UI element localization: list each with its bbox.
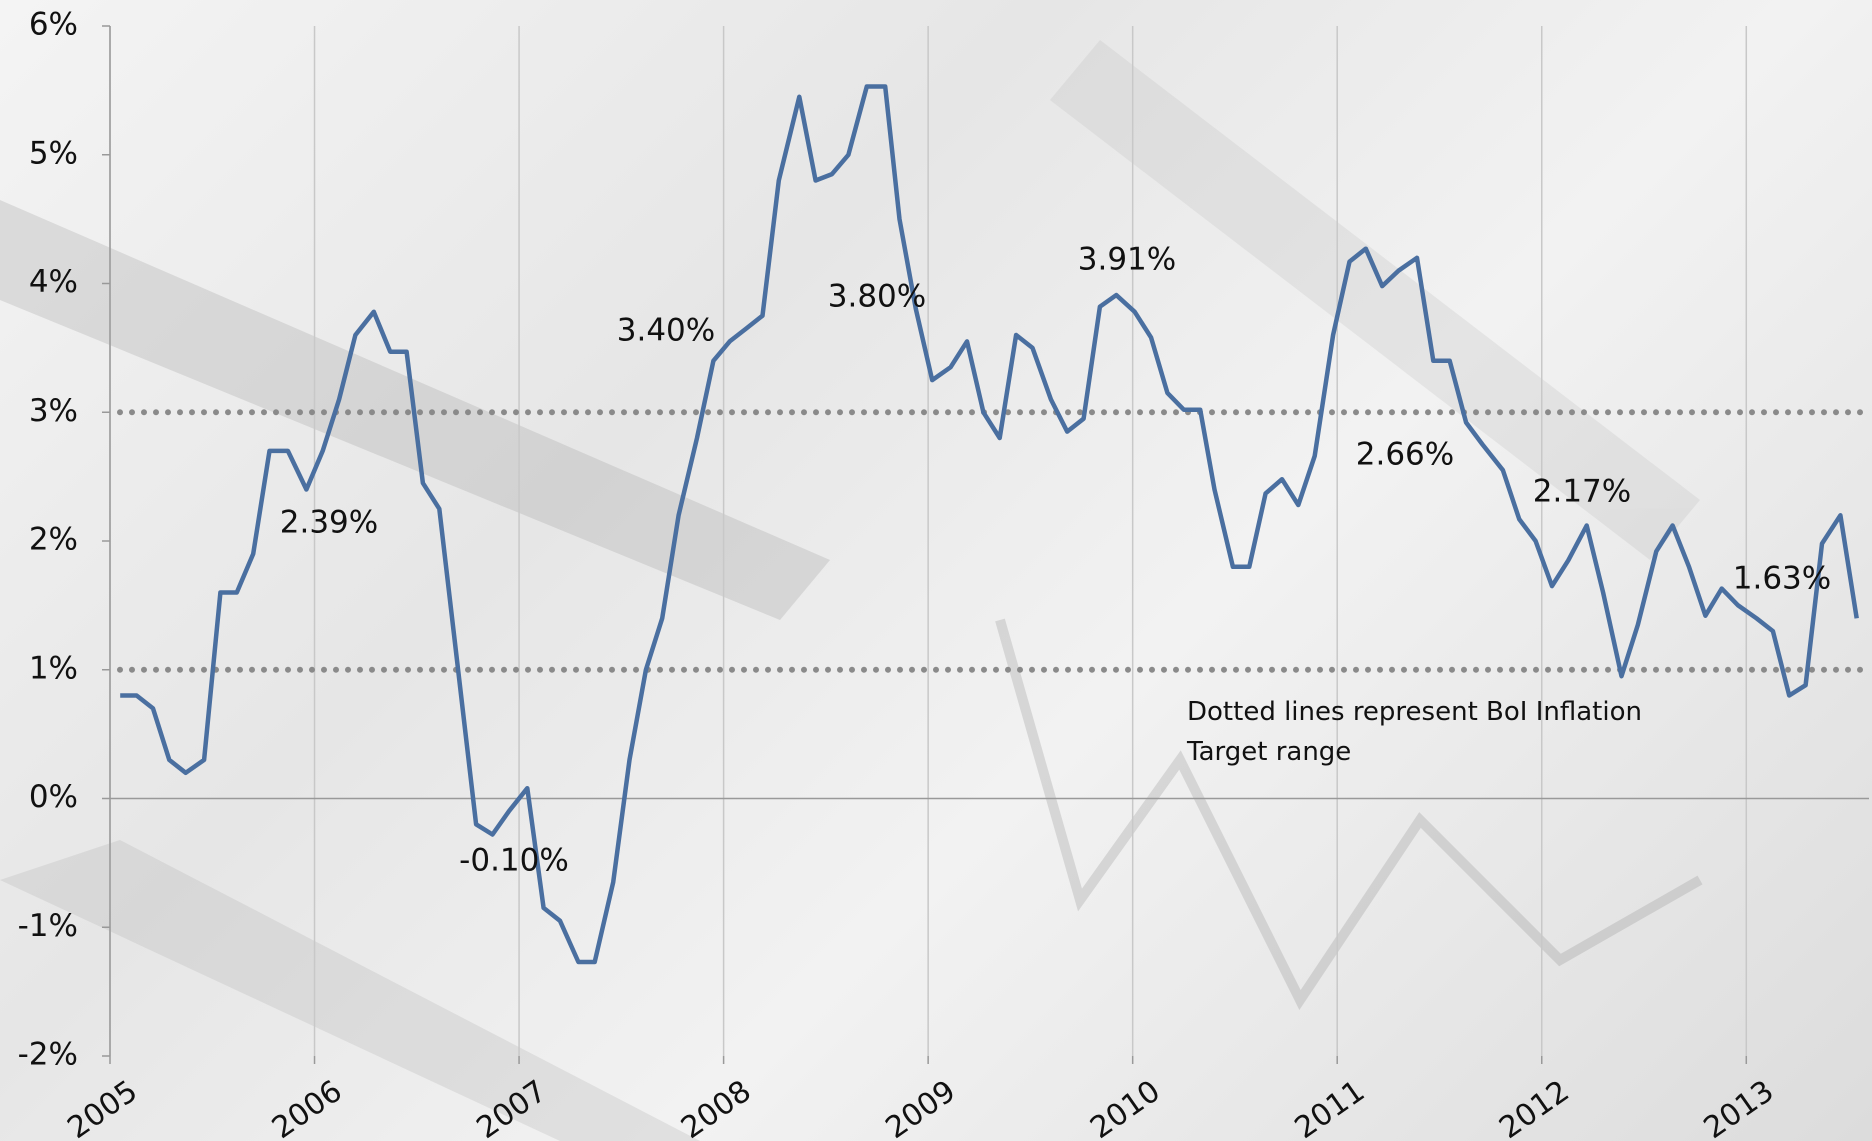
y-tick-label: 6% (29, 7, 78, 43)
x-tick-label: 2013 (1698, 1074, 1781, 1141)
annotation: 3.80% (828, 279, 926, 315)
y-tick-label: 4% (29, 264, 78, 300)
y-tick-label: -2% (18, 1037, 78, 1073)
y-tick-label: 5% (29, 135, 78, 171)
y-tick-label: -1% (18, 908, 78, 944)
y-tick-label: 1% (29, 650, 78, 686)
x-tick-label: 2008 (675, 1074, 758, 1141)
annotation: 3.91% (1078, 242, 1176, 278)
annotation: 2.39% (280, 505, 378, 541)
x-tick-label: 2009 (880, 1074, 963, 1141)
annotation: 3.40% (617, 313, 715, 349)
x-tick-label: 2005 (61, 1074, 144, 1141)
y-tick-label: 3% (29, 393, 78, 429)
x-tick-label: 2012 (1493, 1074, 1576, 1141)
annotation: -0.10% (459, 843, 569, 879)
series-line (120, 84, 1859, 965)
background-shapes (0, 40, 1703, 1141)
x-tick-label: 2006 (266, 1074, 349, 1141)
annotation: 2.66% (1356, 437, 1454, 473)
y-tick-label: 2% (29, 522, 78, 558)
annotation: 1.63% (1733, 561, 1831, 597)
y-tick-label: 0% (29, 779, 78, 815)
x-tick-label: 2010 (1084, 1074, 1167, 1141)
note: Dotted lines represent BoI Inflation Tar… (1187, 697, 1642, 767)
x-tick-label: 2011 (1289, 1074, 1372, 1141)
annotation: 2.17% (1533, 474, 1631, 510)
